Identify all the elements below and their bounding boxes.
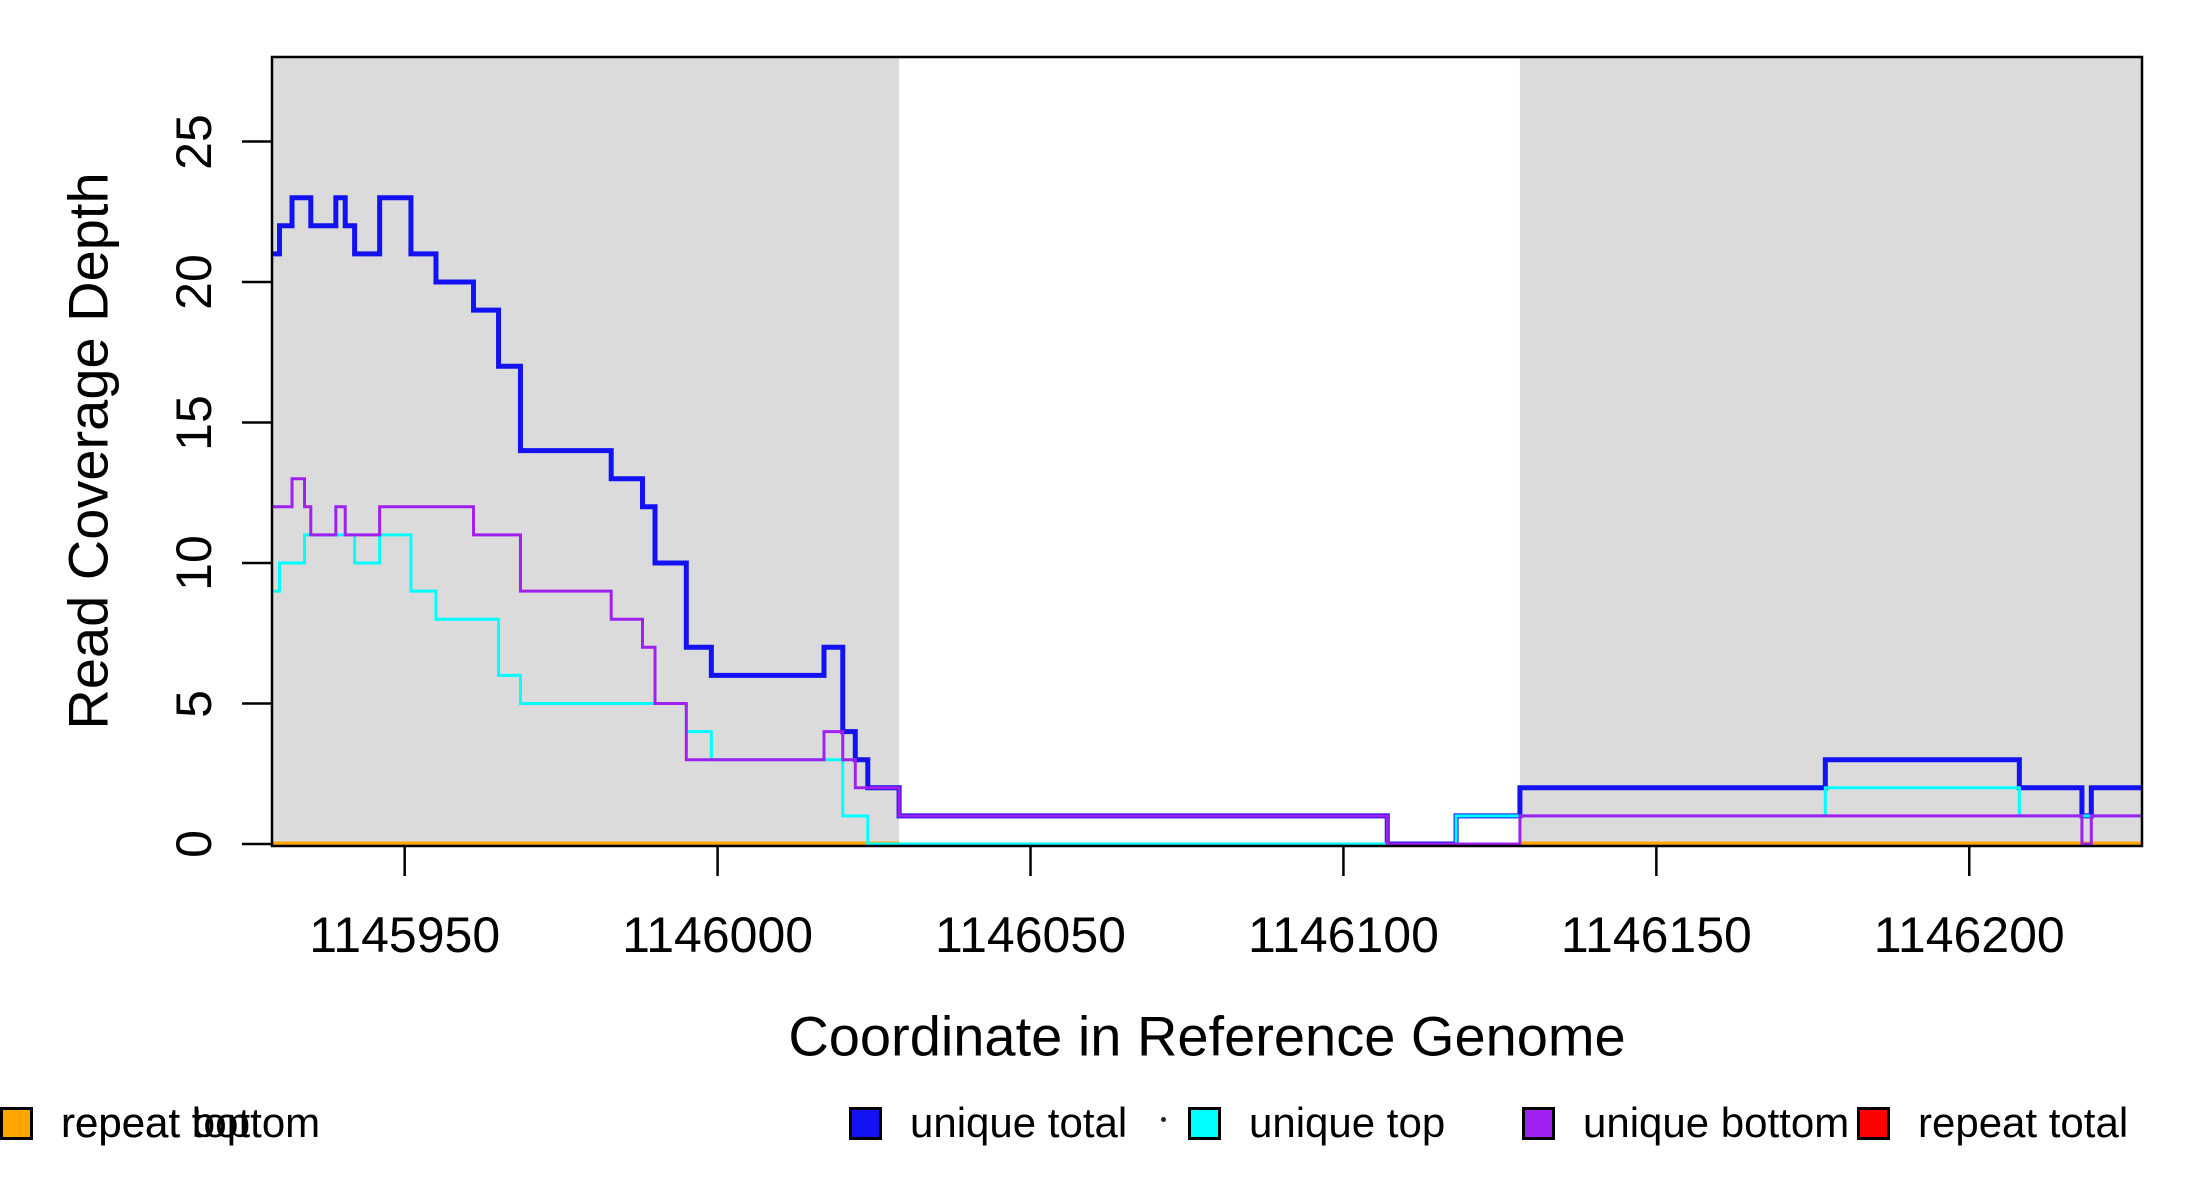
legend-item-unique-total: unique total [849, 1099, 1127, 1146]
plot-box [270, 55, 2144, 848]
legend-label: repeat top [61, 1099, 251, 1146]
legend-item-unique-bottom: unique bottom [1522, 1099, 1849, 1146]
y-tick-label: 0 [166, 830, 222, 858]
y-tick-label: 15 [166, 394, 222, 451]
unique-top-swatch-icon [1188, 1106, 1221, 1140]
series-unique-top [272, 533, 2142, 846]
x-tick-label: 1146000 [622, 907, 814, 963]
unique-total-swatch-icon [849, 1106, 882, 1140]
x-tick-label: 1146200 [1873, 907, 2065, 963]
legend-item-unique-top: unique top [1188, 1099, 1445, 1146]
x-tick-label: 1146050 [935, 907, 1126, 963]
repeat-region-shade [1519, 57, 2142, 846]
y-tick-label: 10 [166, 535, 222, 591]
unique-bottom-swatch-icon [1522, 1106, 1555, 1140]
legend-label: unique top [1249, 1099, 1446, 1146]
stray-dot [1161, 1117, 1166, 1122]
y-tick-label: 20 [166, 254, 222, 310]
repeat-bottom-swatch-icon [0, 1106, 33, 1140]
x-tick-label: 1146100 [1247, 907, 1439, 963]
legend-item-repeat-bottom: repeat bottom [0, 1099, 320, 1146]
legend-item-repeat-total: repeat total [1857, 1099, 2128, 1146]
y-axis-title: Read Coverage Depth [56, 172, 120, 730]
x-axis-title: Coordinate in Reference Genome [788, 1004, 1626, 1068]
y-tick-label: 25 [166, 113, 222, 170]
legend-label: repeat total [1918, 1099, 2129, 1146]
series-unique-bottom [272, 477, 2142, 846]
legend-label: unique total [910, 1099, 1128, 1146]
series-unique-total [272, 195, 2142, 847]
y-tick-label: 5 [166, 689, 222, 718]
x-tick-label: 1145950 [309, 907, 501, 963]
repeat-total-swatch-icon [1857, 1106, 1890, 1140]
x-tick-label: 1146150 [1560, 907, 1752, 963]
legend-label: unique bottom [1583, 1099, 1850, 1146]
legend-label: repeat bottom [61, 1099, 321, 1146]
